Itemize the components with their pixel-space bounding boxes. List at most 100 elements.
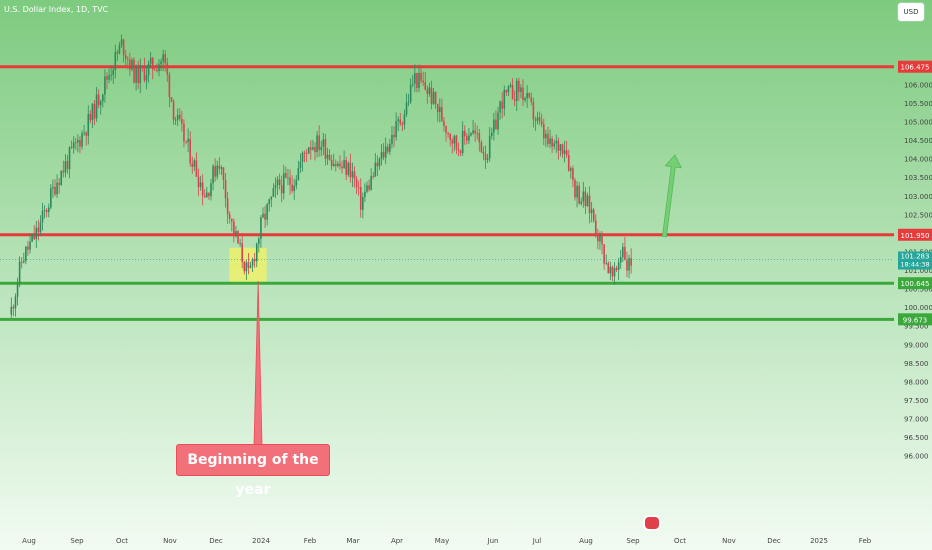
candle-body [403,114,406,125]
candle-body [590,209,593,214]
x-axis-tick-label: May [435,537,449,545]
x-axis-tick-label: 2025 [810,537,828,545]
candle-body [368,185,370,190]
candle-body [470,133,472,136]
candle-body [106,76,108,80]
candle-body [83,132,85,134]
candle-body [228,214,231,219]
candle-body [289,177,291,185]
candle-body [237,231,239,244]
candle-body [124,55,127,59]
candle-body [518,80,520,92]
last-price-label: 101.283 [901,253,930,261]
candle-body [185,141,187,143]
x-axis-tick-label: Nov [163,537,177,545]
candle-body [515,80,518,101]
candle-body [343,160,345,169]
candle-body [428,87,431,94]
level-price-tag [898,228,932,241]
candle-body [405,102,408,115]
x-axis-tick-label: Dec [209,537,223,545]
currency-button[interactable]: USD [897,2,925,22]
candle-body [33,234,35,240]
x-axis-tick-label: Feb [859,537,872,545]
y-axis-tick-label: 96.500 [904,434,929,442]
candle-body [112,69,115,75]
candle-body [137,66,139,84]
candle-body [116,52,119,54]
candle-body [359,186,362,210]
candle-body [14,296,17,309]
candle-body [372,175,375,177]
candle-body [241,243,243,262]
level-price-tag [898,313,932,326]
x-axis-tick-label: Feb [304,537,317,545]
candle-body [189,138,191,164]
candle-body [166,63,169,75]
candle-body [135,66,137,83]
candle-body [599,233,601,242]
candle-body [262,213,264,218]
candle-body [524,97,526,101]
x-axis-tick-label: Sep [626,537,640,545]
y-axis-tick-label: 102.500 [904,211,932,219]
economic-event-icon[interactable] [643,515,661,531]
candle-body [613,267,616,277]
candle-body [434,91,437,105]
candle-body [619,257,622,263]
level-price-label: 101.950 [901,232,930,240]
candle-body [553,143,555,147]
candle-body [382,151,385,158]
candle-body [149,57,152,64]
candle-body [39,222,42,233]
level-price-label: 99.673 [903,316,928,324]
y-axis-tick-label: 103.500 [904,174,932,182]
candle-body [245,262,248,272]
candle-body [287,177,289,179]
candle-body [455,135,458,150]
candle-body [355,178,358,187]
candle-body [301,152,304,162]
candle-body [230,218,233,222]
candle-body [201,182,204,196]
candle-body [47,207,50,212]
candle-body [110,74,112,76]
candle-body [611,266,614,277]
x-axis-tick-label: Nov [722,537,736,545]
x-axis-tick-label: Oct [674,537,686,545]
candle-body [326,154,329,159]
candle-body [64,161,67,173]
candle-body [20,261,23,263]
candle-body [282,173,285,194]
candle-body [509,85,512,87]
candle-body [561,144,564,154]
candle-body [576,185,578,198]
candle-body [617,262,620,270]
y-axis-tick-label: 101.000 [904,267,932,275]
candle-body [476,133,479,135]
y-axis-tick-label: 97.500 [904,397,929,405]
candle-body [187,138,189,143]
candle-body [208,192,210,197]
candle-body [451,139,454,144]
candle-body [555,140,558,144]
candle-body [45,210,48,212]
candle-body [461,130,464,154]
candle-body [609,266,612,274]
candle-body [588,195,591,214]
candle-body [459,150,462,154]
x-axis-tick-label: Apr [391,537,403,545]
x-axis-tick-label: Jul [532,537,542,545]
candle-body [214,166,216,177]
candle-body [337,163,339,166]
candle-body [418,72,420,88]
candle-body [168,74,171,98]
candle-body [386,146,389,152]
candle-body [278,179,281,186]
candle-body [438,107,441,113]
candle-body [216,165,219,177]
candle-body [497,112,499,130]
candle-body [488,135,491,159]
